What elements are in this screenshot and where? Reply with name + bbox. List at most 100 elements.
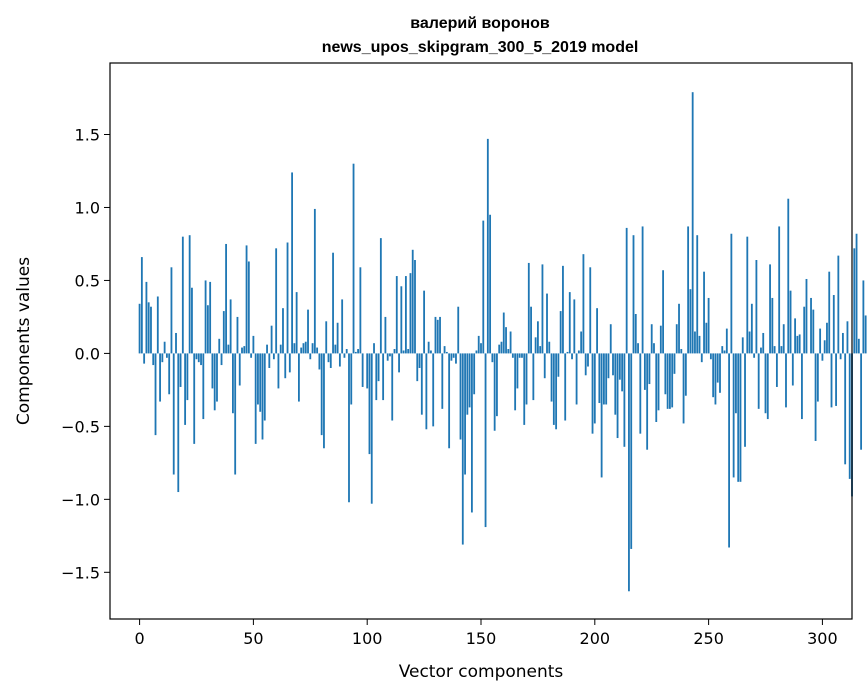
- bar-279: [773, 346, 776, 354]
- bar-192: [575, 353, 578, 405]
- bar-189: [568, 292, 571, 354]
- bar-77: [313, 208, 316, 354]
- bar-244: [694, 331, 696, 354]
- bar-298: [816, 353, 819, 402]
- bar-70: [298, 353, 300, 402]
- bar-262: [735, 353, 737, 414]
- bar-2: [143, 353, 146, 364]
- y-axis-ticks: −1.5 −1.0 −0.5 0.0 0.5 1.0 1.5: [61, 126, 110, 582]
- bar-12: [165, 353, 168, 358]
- bar-93: [350, 353, 353, 405]
- bar-271: [755, 260, 758, 354]
- bar-167: [518, 353, 521, 358]
- bar-311: [846, 321, 849, 354]
- bar-83: [327, 353, 330, 363]
- bar-40: [229, 299, 232, 354]
- bar-22: [188, 235, 191, 354]
- x-tick-label: 0: [134, 629, 144, 648]
- bar-117: [404, 276, 407, 354]
- x-tick-label: 50: [243, 629, 263, 648]
- bar-300: [821, 353, 824, 361]
- bar-214: [625, 227, 628, 354]
- bar-161: [505, 327, 507, 354]
- bar-200: [593, 353, 596, 424]
- bar-246: [698, 335, 701, 354]
- bar-307: [837, 255, 840, 354]
- bar-65: [286, 242, 289, 354]
- bar-51: [254, 353, 257, 444]
- bar-179: [546, 293, 548, 354]
- y-tick-label: −1.5: [61, 563, 100, 582]
- bar-184: [557, 353, 560, 377]
- bar-136: [448, 353, 451, 449]
- y-tick-label: 1.0: [75, 198, 100, 217]
- x-tick-label: 250: [693, 629, 724, 648]
- bar-111: [391, 353, 394, 421]
- bar-250: [707, 297, 710, 354]
- bar-230: [662, 270, 664, 354]
- bar-75: [309, 353, 312, 360]
- bar-276: [766, 353, 769, 420]
- bar-287: [791, 353, 794, 386]
- bar-48: [247, 261, 250, 354]
- bar-165: [514, 353, 517, 411]
- bar-240: [684, 353, 687, 396]
- bar-286: [789, 290, 792, 354]
- bar-42: [234, 353, 237, 475]
- bar-170: [525, 353, 528, 405]
- bar-18: [179, 353, 182, 387]
- bar-157: [496, 353, 498, 417]
- bar-222: [643, 353, 646, 390]
- bar-241: [687, 226, 690, 354]
- bar-71: [300, 347, 303, 354]
- bar-304: [830, 353, 833, 408]
- y-tick-label: 1.5: [75, 126, 100, 145]
- bar-1: [140, 257, 143, 354]
- bar-164: [511, 353, 514, 358]
- bar-21: [186, 353, 189, 401]
- bar-38: [225, 243, 227, 354]
- bar-163: [509, 331, 512, 354]
- bar-316: [857, 338, 860, 354]
- bar-91: [345, 349, 348, 354]
- bar-252: [712, 353, 715, 398]
- bar-309: [841, 332, 844, 354]
- bar-82: [325, 321, 328, 354]
- y-tick-label: 0.0: [75, 344, 100, 363]
- bar-306: [835, 353, 837, 406]
- bar-80: [320, 353, 323, 436]
- bar-166: [516, 353, 519, 389]
- bar-104: [375, 353, 378, 401]
- bar-296: [812, 309, 815, 354]
- bar-249: [705, 322, 708, 354]
- bar-188: [566, 351, 569, 354]
- bar-55: [263, 353, 266, 421]
- bar-145: [468, 353, 471, 408]
- bar-109: [386, 353, 389, 361]
- x-tick-label: 100: [352, 629, 383, 648]
- bar-14: [170, 267, 173, 354]
- bar-84: [329, 353, 332, 368]
- bar-112: [393, 349, 396, 354]
- bar-66: [288, 353, 291, 373]
- y-tick-label: −1.0: [61, 490, 100, 509]
- bar-67: [291, 172, 293, 354]
- chart-title: валерий воронов: [410, 15, 550, 32]
- bar-113: [395, 276, 398, 354]
- bar-32: [211, 353, 214, 389]
- bar-76: [311, 343, 314, 354]
- bar-217: [632, 235, 635, 354]
- bar-45: [241, 347, 243, 354]
- bar-186: [562, 265, 564, 354]
- bar-239: [682, 353, 685, 424]
- bar-46: [243, 346, 246, 354]
- bar-305: [832, 295, 835, 354]
- bar-174: [534, 337, 537, 354]
- bar-4: [147, 302, 150, 354]
- bar-73: [304, 341, 307, 354]
- bar-293: [805, 278, 808, 354]
- bar-64: [284, 353, 287, 379]
- bar-159: [500, 341, 503, 354]
- bar-41: [232, 353, 234, 414]
